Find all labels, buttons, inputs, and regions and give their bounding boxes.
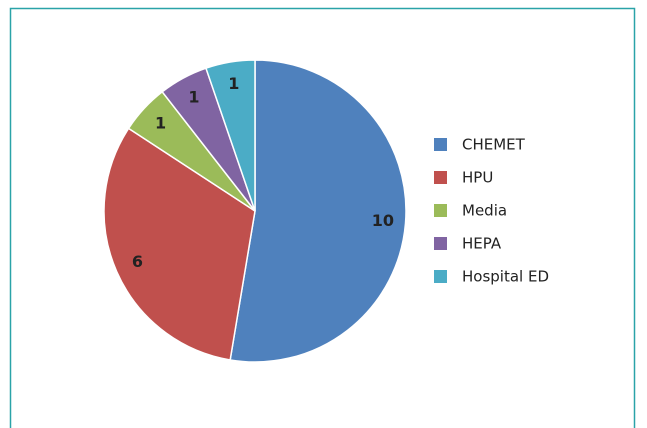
legend-label: Hospital ED <box>462 268 549 286</box>
legend-swatch <box>434 237 447 250</box>
legend-label: HEPA <box>462 235 502 253</box>
legend-label: CHEMET <box>462 136 526 154</box>
data-label: 6 <box>132 252 143 271</box>
pie-slice <box>103 127 256 361</box>
pie-slice <box>205 59 256 212</box>
legend-label: HPU <box>462 169 493 187</box>
data-label: 1 <box>228 74 239 93</box>
legend-label: Media <box>462 202 507 220</box>
legend-swatch <box>434 138 447 151</box>
legend-swatch <box>434 204 447 217</box>
data-label: 10 <box>372 211 394 230</box>
data-label: 1 <box>155 114 166 133</box>
legend-swatch <box>434 171 447 184</box>
legend-swatch <box>434 270 447 283</box>
data-label: 1 <box>188 88 199 107</box>
pie-slice <box>229 59 407 363</box>
frame <box>9 7 636 428</box>
